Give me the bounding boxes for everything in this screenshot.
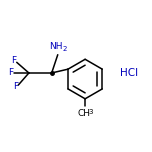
Text: NH: NH	[50, 42, 63, 51]
Text: F: F	[13, 82, 18, 91]
Text: F: F	[8, 68, 13, 78]
Text: CH: CH	[78, 109, 91, 118]
Text: 2: 2	[62, 46, 66, 52]
Text: HCl: HCl	[120, 68, 138, 78]
Text: F: F	[11, 56, 16, 65]
Text: 3: 3	[89, 109, 93, 115]
